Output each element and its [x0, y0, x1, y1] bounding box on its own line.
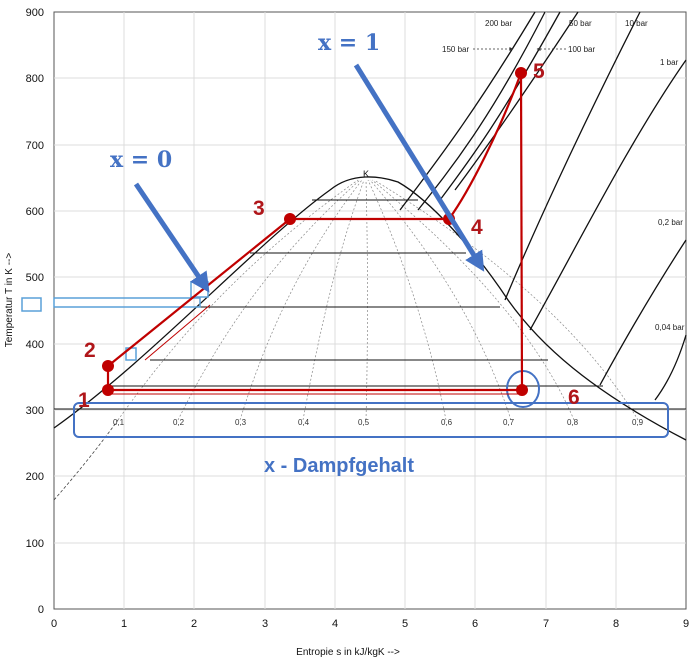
y-tick-label: 100 — [26, 538, 44, 550]
quality-label: 0,3 — [235, 418, 247, 427]
y-tick-label: 200 — [26, 471, 44, 483]
grid — [54, 12, 686, 609]
pressure-label-1bar: 1 bar — [660, 58, 679, 67]
saturation-dome — [53, 176, 687, 441]
pressure-label-02bar: 0,2 bar — [658, 218, 683, 227]
pressure-label-10bar: 10 bar — [625, 19, 648, 28]
quality-label: 0,4 — [298, 418, 310, 427]
process-point-label-3: 3 — [253, 197, 265, 220]
x-tick-label: 2 — [191, 618, 197, 630]
y-tick-label: 0 — [38, 604, 44, 616]
arrow-x0 — [133, 182, 210, 293]
pressure-labels: 200 bar 150 bar 50 bar 100 bar 10 bar 1 … — [442, 19, 685, 332]
quality-label: 0,8 — [567, 418, 579, 427]
y-axis-title: Temperatur T in K --> — [4, 253, 15, 348]
x-tick-label: 5 — [402, 618, 408, 630]
x-tick-label: 6 — [472, 618, 478, 630]
process-points — [102, 67, 528, 396]
pressure-label-150bar: 150 bar — [442, 45, 469, 54]
plot-area — [53, 11, 687, 610]
quality-label: 0,6 — [441, 418, 453, 427]
y-tick-label: 700 — [26, 140, 44, 152]
pressure-label-004bar: 0,04 bar — [655, 323, 685, 332]
process-point-label-6: 6 — [568, 386, 580, 409]
boiling-line-extension — [53, 419, 119, 501]
y-tick-label: 800 — [26, 73, 44, 85]
x-tick-label: 7 — [543, 618, 549, 630]
marker-box-left — [21, 297, 42, 312]
y-tick-label: 500 — [26, 272, 44, 284]
quality-labels: 0,1 0,2 0,3 0,4 0,5 0,6 0,7 0,8 0,9 — [113, 418, 644, 427]
quality-label: 0,7 — [503, 418, 515, 427]
liquid-line-red — [144, 304, 211, 361]
dampfgehalt-label: x - Dampfgehalt — [264, 455, 414, 477]
quality-label: 0,2 — [173, 418, 185, 427]
pressure-label-50bar: 50 bar — [569, 19, 592, 28]
process-point-label-5: 5 — [533, 60, 545, 83]
x-tick-label: 4 — [332, 618, 338, 630]
x-tick-label: 8 — [613, 618, 619, 630]
y-tick-label: 600 — [26, 206, 44, 218]
y-tick-labels: 0 100 200 300 400 500 600 700 800 900 — [26, 7, 44, 616]
x-tick-label: 9 — [683, 618, 689, 630]
quality-label: 0,9 — [632, 418, 644, 427]
x-tick-label: 1 — [121, 618, 127, 630]
process-point-label-2: 2 — [84, 339, 96, 362]
pressure-label-100bar: 100 bar — [568, 45, 595, 54]
process-point-2 — [102, 360, 114, 372]
y-tick-label: 300 — [26, 405, 44, 417]
y-tick-label: 400 — [26, 339, 44, 351]
dampfgehalt-box — [73, 402, 669, 438]
critical-point-label: K — [363, 169, 369, 179]
process-point-6 — [516, 384, 528, 396]
process-point-label-4: 4 — [471, 216, 483, 239]
arrow-x1 — [353, 63, 485, 272]
process-point-labels: 1 2 3 4 5 6 — [78, 60, 580, 412]
process-point-3 — [284, 213, 296, 225]
x-axis-title: Entropie s in kJ/kgK --> — [296, 647, 400, 658]
x0-label: x = 0 — [110, 147, 172, 173]
x-tick-label: 0 — [51, 618, 57, 630]
process-point-label-1: 1 — [78, 389, 90, 412]
pressure-label-200bar: 200 bar — [485, 19, 512, 28]
marker-bar-left — [53, 297, 201, 308]
process-point-1 — [102, 384, 114, 396]
process-point-5 — [515, 67, 527, 79]
y-tick-label: 900 — [26, 7, 44, 19]
quality-label: 0,5 — [358, 418, 370, 427]
x-tick-label: 3 — [262, 618, 268, 630]
x1-label: x = 1 — [318, 30, 380, 56]
x-tick-labels: 0 1 2 3 4 5 6 7 8 9 — [51, 618, 689, 630]
quality-label: 0,1 — [113, 418, 125, 427]
